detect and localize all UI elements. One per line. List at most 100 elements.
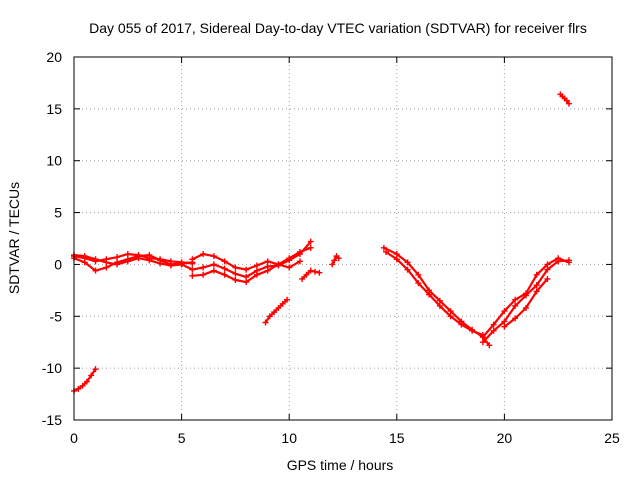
data-point bbox=[490, 321, 497, 328]
data-point bbox=[81, 253, 88, 260]
data-point bbox=[486, 342, 493, 349]
grid-layer bbox=[74, 57, 612, 420]
data-point bbox=[501, 308, 508, 315]
data-point bbox=[103, 259, 110, 266]
data-point bbox=[533, 271, 540, 278]
data-point bbox=[286, 264, 293, 271]
data-point bbox=[533, 288, 540, 295]
data-point bbox=[312, 268, 319, 275]
data-point bbox=[271, 309, 278, 316]
series-line bbox=[481, 259, 571, 344]
data-point bbox=[404, 259, 411, 266]
data-point bbox=[81, 259, 88, 266]
data-point bbox=[178, 261, 185, 268]
data-point bbox=[522, 290, 529, 297]
data-point bbox=[335, 255, 342, 262]
data-point bbox=[303, 271, 310, 278]
series-seg-h3 bbox=[501, 275, 551, 330]
data-point bbox=[232, 264, 239, 271]
series-seg-c1 bbox=[178, 238, 314, 280]
data-point bbox=[307, 238, 314, 245]
series-seg-e bbox=[299, 267, 323, 282]
series-line bbox=[191, 246, 312, 284]
data-point bbox=[447, 313, 454, 320]
data-point bbox=[200, 251, 207, 258]
y-tick-label: -5 bbox=[50, 308, 63, 324]
x-axis-label: GPS time / hours bbox=[287, 457, 394, 473]
data-point bbox=[189, 266, 196, 273]
series-seg-h1 bbox=[479, 257, 572, 346]
data-point bbox=[75, 385, 82, 392]
data-point bbox=[103, 264, 110, 271]
data-point bbox=[544, 266, 551, 273]
data-point bbox=[279, 300, 286, 307]
data-point bbox=[512, 302, 519, 309]
data-point bbox=[92, 256, 99, 263]
data-point bbox=[92, 366, 99, 373]
data-point bbox=[393, 256, 400, 263]
data-point bbox=[296, 258, 303, 265]
data-point bbox=[114, 254, 121, 261]
data-point bbox=[501, 323, 508, 330]
data-point bbox=[221, 258, 228, 265]
data-point bbox=[436, 297, 443, 304]
data-point bbox=[299, 275, 306, 282]
series-line bbox=[72, 368, 97, 393]
data-point bbox=[512, 315, 519, 322]
y-tick-label: -10 bbox=[42, 360, 62, 376]
data-point bbox=[565, 259, 572, 266]
data-point bbox=[232, 276, 239, 283]
y-tick-label: 5 bbox=[54, 205, 62, 221]
data-point bbox=[135, 255, 142, 262]
x-tick-label: 15 bbox=[389, 430, 405, 446]
data-point bbox=[393, 251, 400, 258]
data-point bbox=[329, 261, 336, 268]
y-tick-label: 10 bbox=[46, 153, 62, 169]
data-point bbox=[522, 304, 529, 311]
x-tick-labels: 0 5 10 15 20 25 bbox=[70, 430, 620, 446]
series-line bbox=[331, 255, 340, 266]
data-point bbox=[383, 248, 390, 255]
data-point bbox=[189, 272, 196, 279]
y-tick-label: 15 bbox=[46, 101, 62, 117]
data-point bbox=[275, 261, 282, 268]
data-point bbox=[458, 321, 465, 328]
chart-title: Day 055 of 2017, Sidereal Day-to-day VTE… bbox=[89, 20, 587, 36]
data-point bbox=[447, 308, 454, 315]
data-point bbox=[544, 261, 551, 268]
data-point bbox=[210, 253, 217, 260]
series-line bbox=[384, 250, 484, 337]
data-point bbox=[284, 296, 291, 303]
data-point bbox=[316, 269, 323, 276]
data-point bbox=[262, 319, 269, 326]
data-point bbox=[88, 372, 95, 379]
data-point bbox=[296, 248, 303, 255]
series-layer bbox=[71, 91, 572, 394]
tick-layer bbox=[73, 56, 613, 421]
y-tick-label: -15 bbox=[42, 412, 62, 428]
data-point bbox=[555, 255, 562, 262]
data-point bbox=[436, 302, 443, 309]
data-point bbox=[512, 296, 519, 303]
x-tick-label: 0 bbox=[70, 430, 78, 446]
y-tick-labels: -15 -10 -5 0 5 10 15 20 bbox=[42, 49, 62, 428]
data-point bbox=[307, 244, 314, 251]
data-point bbox=[380, 244, 387, 251]
x-tick-label: 5 bbox=[178, 430, 186, 446]
data-point bbox=[83, 378, 90, 385]
data-point bbox=[232, 270, 239, 277]
series-seg-d bbox=[262, 296, 291, 326]
data-point bbox=[221, 265, 228, 272]
data-point bbox=[92, 267, 99, 274]
data-point bbox=[146, 252, 153, 259]
data-point bbox=[544, 275, 551, 282]
data-point bbox=[275, 304, 282, 311]
data-point bbox=[253, 271, 260, 278]
data-point bbox=[200, 264, 207, 271]
data-point bbox=[200, 271, 207, 278]
data-point bbox=[243, 266, 250, 273]
data-point bbox=[253, 262, 260, 269]
data-point bbox=[286, 255, 293, 262]
series-seg-i bbox=[557, 91, 572, 107]
data-point bbox=[266, 313, 273, 320]
